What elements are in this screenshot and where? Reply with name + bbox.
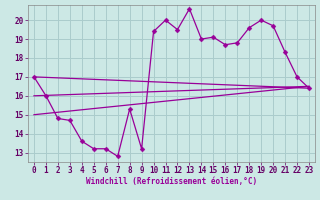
X-axis label: Windchill (Refroidissement éolien,°C): Windchill (Refroidissement éolien,°C) xyxy=(86,177,257,186)
